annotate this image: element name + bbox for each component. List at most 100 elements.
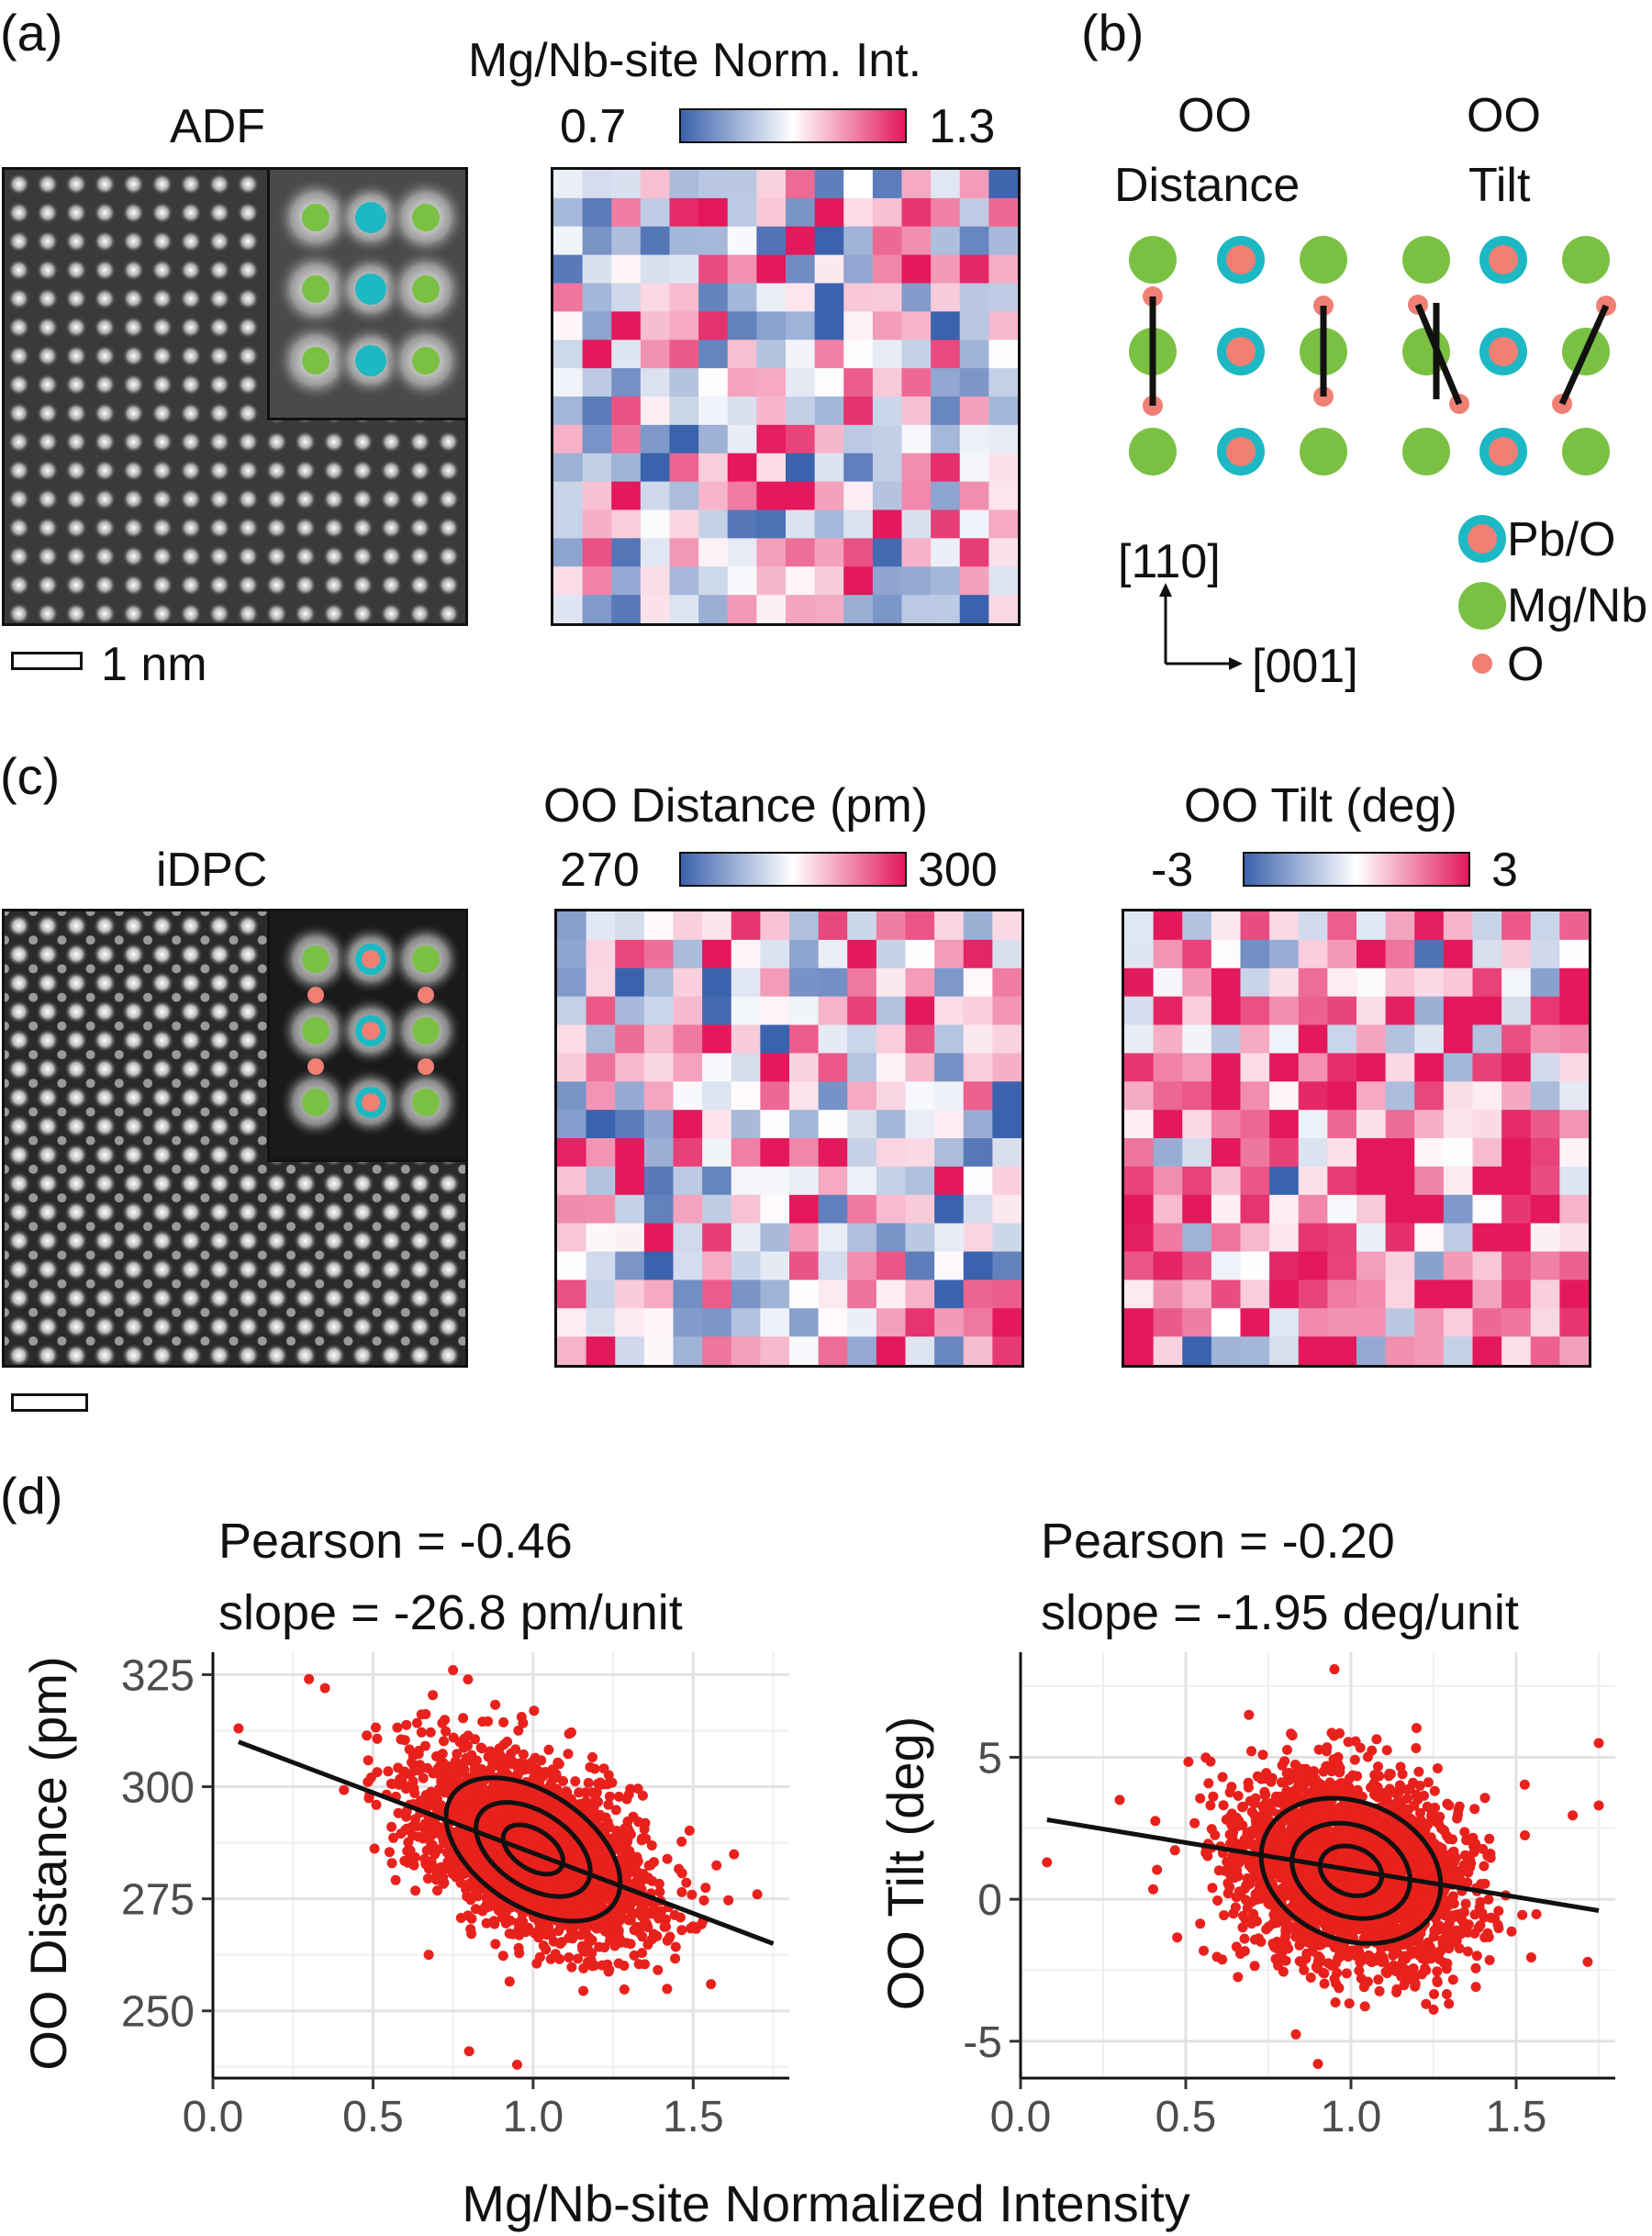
map-tile	[1154, 1138, 1183, 1167]
colorbar-a	[679, 108, 907, 143]
map-tile	[1124, 968, 1154, 997]
map-tile	[960, 340, 989, 368]
map-tile	[1327, 911, 1356, 940]
map-tile	[1501, 1195, 1531, 1224]
map-tile	[1154, 1252, 1183, 1280]
map-tile	[1414, 1167, 1444, 1195]
map-tile	[960, 510, 989, 539]
map-tile	[876, 1252, 906, 1280]
map-tile	[1531, 1224, 1560, 1252]
scatter-point	[602, 1779, 612, 1789]
map-tile	[1299, 911, 1328, 940]
scatter-point	[520, 1895, 530, 1905]
map-tile	[789, 1252, 819, 1280]
scatter-point	[442, 1778, 452, 1788]
map-tile	[1444, 1336, 1473, 1365]
map-tile	[906, 997, 935, 1025]
scatter-point	[471, 1887, 481, 1897]
scatter-point	[419, 1773, 429, 1783]
map-tile	[1154, 1167, 1183, 1195]
map-tile	[876, 1308, 906, 1336]
map-tile	[731, 911, 761, 940]
oo-tilt-title-2: Tilt	[1468, 162, 1530, 209]
map-tile	[786, 198, 815, 227]
map-tile	[1211, 1195, 1241, 1224]
map-tile	[644, 1025, 674, 1054]
map-tile	[1154, 1195, 1183, 1224]
map-tile	[641, 510, 670, 539]
y-tick-label: 325	[121, 1651, 195, 1700]
scatter-point	[387, 1858, 397, 1868]
adf-title: ADF	[170, 103, 265, 151]
scatter-point	[320, 1683, 330, 1694]
map-tile	[988, 595, 1018, 623]
map-tile	[731, 997, 761, 1025]
map-tile	[847, 1280, 876, 1308]
scatter-point	[518, 1917, 528, 1927]
scatter-point	[1253, 1772, 1263, 1782]
map-tile	[557, 968, 586, 997]
map-tile	[902, 482, 932, 510]
map-tile	[553, 566, 583, 595]
scatter-point	[477, 1716, 487, 1727]
map-tile	[1182, 1025, 1211, 1054]
map-tile	[1531, 1081, 1560, 1110]
map-tile	[698, 227, 728, 255]
map-tile	[1327, 940, 1356, 968]
map-tile	[756, 482, 786, 510]
scatter-point	[488, 1782, 498, 1792]
map-tile	[786, 368, 815, 397]
map-tile	[847, 1110, 876, 1138]
scatter-point	[1391, 1987, 1401, 1997]
map-tile	[876, 1280, 906, 1308]
map-tile	[934, 940, 964, 968]
map-tile	[583, 538, 612, 566]
map-tile	[1327, 1280, 1356, 1308]
map-tile	[1414, 1195, 1444, 1224]
map-tile	[789, 1336, 819, 1365]
map-tile	[1501, 911, 1531, 940]
adf-inset	[267, 167, 468, 420]
map-tile	[906, 1336, 935, 1365]
scatter-point	[410, 1885, 420, 1895]
map-tile	[644, 1280, 674, 1308]
map-tile	[1559, 1195, 1589, 1224]
map-tile	[992, 1167, 1021, 1195]
map-tile	[702, 911, 731, 940]
map-tile	[873, 425, 902, 453]
map-tile	[702, 940, 731, 968]
scatter-point	[605, 1792, 615, 1802]
map-tile	[1299, 1138, 1328, 1167]
map-tile	[992, 1195, 1021, 1224]
map-tile	[1299, 1336, 1328, 1365]
map-tile	[1559, 1081, 1589, 1110]
map-tile	[1182, 1252, 1211, 1280]
scatter-point	[554, 1759, 564, 1769]
map-tile	[992, 968, 1021, 997]
panel-label-d: (d)	[0, 1470, 62, 1522]
map-tile	[847, 1025, 876, 1054]
map-tile	[1269, 968, 1299, 997]
map-tile	[670, 482, 699, 510]
map-tile	[789, 1224, 819, 1252]
map-tile	[615, 1195, 644, 1224]
scatter-point	[433, 1863, 443, 1873]
scatter-point	[394, 1808, 404, 1818]
map-tile	[902, 566, 932, 595]
scale-bar-c	[11, 1393, 88, 1412]
map-tile	[1241, 1224, 1270, 1252]
map-tile	[847, 1053, 876, 1081]
map-tile	[960, 284, 989, 312]
map-tile	[670, 453, 699, 482]
map-tile	[992, 1280, 1021, 1308]
map-tile	[670, 311, 699, 340]
map-tile	[902, 198, 932, 227]
scatter-point	[1206, 1757, 1216, 1767]
map-tile	[964, 1053, 993, 1081]
scatter-point	[510, 1744, 520, 1754]
scatter-point	[564, 1952, 574, 1962]
map-tile	[557, 1224, 586, 1252]
map-tile	[1473, 1053, 1502, 1081]
map-tile	[988, 340, 1018, 368]
map-tile	[1473, 1110, 1502, 1138]
